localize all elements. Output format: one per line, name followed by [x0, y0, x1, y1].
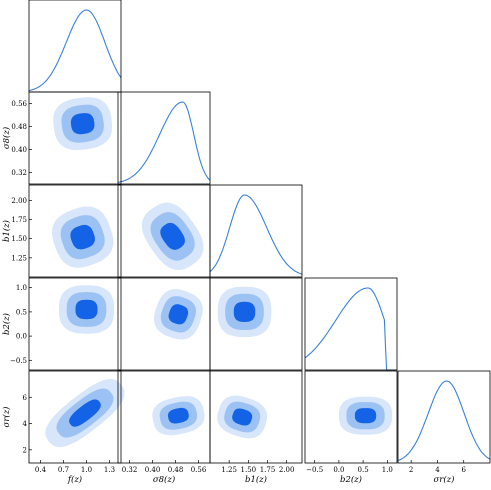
x-tick-label: 1.75 [260, 466, 276, 474]
marginal-panel-b1 [209, 184, 303, 278]
x-tick-label: 2 [409, 466, 413, 474]
contour-panel-f-b2 [28, 277, 122, 371]
contour-level-3 [232, 408, 253, 426]
panel-frame [28, 91, 122, 185]
x-axis-label-f: f(z) [67, 474, 82, 485]
marginal-panel-s8 [117, 91, 211, 185]
x-axis-label-sr: σr(z) [434, 474, 455, 485]
y-tick-label: 0.40 [11, 146, 27, 154]
contour-level-3 [233, 301, 256, 322]
x-tick-label: 0.32 [122, 466, 138, 474]
contour-level-3 [70, 113, 95, 135]
y-tick-label: 1.25 [11, 254, 27, 262]
contour-level-3 [160, 222, 185, 250]
contour-level-3 [354, 408, 377, 424]
panel-frame [28, 370, 122, 464]
y-tick-label: 1.0 [16, 284, 27, 292]
x-tick-label: 6 [461, 466, 466, 474]
marginal-panel-f [28, 0, 122, 93]
contour-level-3 [69, 399, 101, 427]
panel-frame [304, 370, 398, 464]
x-tick-label: 1.0 [81, 466, 92, 474]
marginal-curve-b2 [304, 287, 397, 371]
marginal-curve-sr [397, 380, 491, 462]
marginal-curve-b1 [209, 194, 303, 275]
y-axis-label-b1: b1(z) [1, 220, 12, 242]
x-tick-label: 1.0 [382, 466, 393, 474]
panel-frame [209, 277, 303, 371]
y-tick-label: 0.56 [11, 100, 27, 108]
y-tick-label: 1.50 [11, 235, 27, 243]
panel-frame [209, 184, 303, 278]
x-tick-label: 0.5 [358, 466, 369, 474]
x-tick-label: 0.7 [58, 466, 69, 474]
y-tick-label: 4 [23, 420, 28, 428]
contour-panel-b1-b2 [209, 277, 303, 371]
y-tick-label: 2 [23, 446, 27, 454]
panel-frame [117, 184, 211, 278]
contour-level-3 [168, 407, 189, 424]
x-axis-label-b1: b1(z) [245, 474, 267, 485]
marginal-panel-sr [397, 370, 491, 464]
contour-panel-s8-sr [117, 370, 211, 464]
x-tick-label: 0.4 [35, 466, 47, 474]
contour-panel-s8-b1 [117, 184, 211, 278]
y-tick-label: 6 [23, 394, 28, 402]
marginal-curve-f [28, 9, 122, 92]
y-axis-label-s8: σ8(z) [1, 127, 12, 149]
panel-frame [28, 0, 122, 93]
x-tick-label: 1.25 [221, 466, 237, 474]
contour-panel-b2-sr [304, 370, 398, 464]
x-tick-label: −0.5 [306, 466, 323, 474]
contour-panel-b1-sr [209, 370, 303, 464]
panel-frame [28, 184, 122, 278]
panel-frame [117, 91, 211, 185]
panel-frame [397, 370, 491, 464]
x-tick-label: 0.0 [333, 466, 344, 474]
x-tick-label: 2.00 [279, 466, 295, 474]
y-tick-label: 0.48 [11, 123, 27, 131]
contour-panel-s8-b2 [117, 277, 211, 371]
x-axis-label-s8: σ8(z) [153, 474, 175, 485]
marginal-panel-b2 [304, 277, 398, 371]
marginal-curve-s8 [117, 101, 211, 183]
contour-panel-f-b1 [28, 184, 122, 278]
x-tick-label: 0.40 [145, 466, 161, 474]
y-tick-label: 0.0 [16, 333, 27, 341]
x-tick-label: 1.50 [241, 466, 257, 474]
x-tick-label: 0.56 [191, 466, 207, 474]
y-tick-label: −0.5 [10, 357, 27, 365]
y-tick-label: 2.00 [11, 197, 27, 205]
y-axis-label-sr: σr(z) [1, 407, 12, 428]
y-tick-label: 0.5 [16, 308, 27, 316]
x-tick-label: 1.3 [104, 466, 115, 474]
x-tick-label: 0.48 [168, 466, 184, 474]
y-tick-label: 0.32 [11, 169, 27, 177]
contour-level-3 [75, 299, 98, 320]
panel-frame [28, 277, 122, 371]
y-tick-label: 1.75 [11, 216, 27, 224]
panel-frame [304, 277, 398, 371]
contour-level-3 [168, 304, 189, 325]
x-axis-label-b2: b2(z) [340, 474, 362, 485]
contour-panel-f-s8 [28, 91, 122, 185]
panel-frame [209, 370, 303, 464]
contour-panel-f-sr [28, 370, 125, 464]
x-tick-label: 4 [435, 466, 440, 474]
contour-level-3 [70, 224, 95, 250]
y-axis-label-b2: b2(z) [1, 313, 12, 335]
